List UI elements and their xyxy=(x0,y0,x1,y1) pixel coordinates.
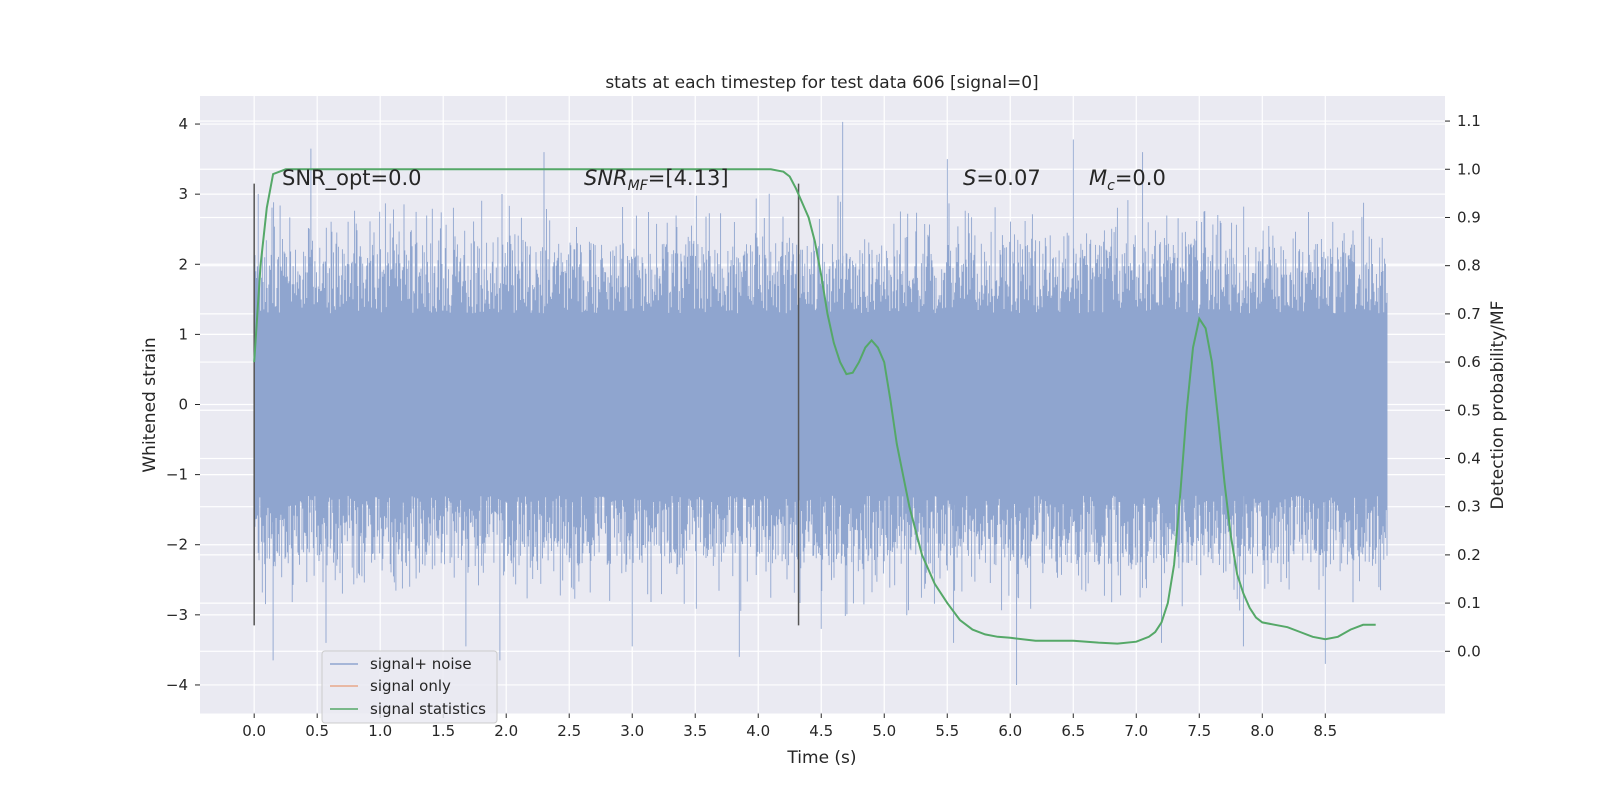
axes: 0.0 0.5 1.0 1.5 2.0 2.5 3.0 3.5 4.0 4.5 5.0 5.5 6.0 6… xyxy=(166,112,1481,740)
x-tick-label: 8.5 xyxy=(1313,722,1337,740)
annotation-s: S=0.07 xyxy=(963,166,1041,190)
legend: signal+ noise signal only signal statist… xyxy=(321,650,498,724)
x-tick-label: 1.5 xyxy=(431,722,455,740)
annotation-snr-mf-subscript: MF xyxy=(628,178,649,194)
annotation-snr-mf: SNRMF=[4.13] xyxy=(584,166,729,194)
y2-tick-label: 0.8 xyxy=(1457,257,1481,275)
signal-noise-series xyxy=(253,121,1388,685)
legend-box xyxy=(321,650,498,724)
y-tick-label: −4 xyxy=(166,676,188,694)
y2-tick-label: 0.6 xyxy=(1457,353,1481,371)
annotation-s-value: =0.07 xyxy=(976,166,1040,190)
y2-tick-label: 0.1 xyxy=(1457,594,1481,612)
x-tick-label: 0.5 xyxy=(305,722,329,740)
x-tick-label: 6.5 xyxy=(1061,722,1085,740)
legend-label-signal-noise: signal+ noise xyxy=(370,655,472,673)
data-layer xyxy=(253,121,1388,685)
annotation-s-symbol: S xyxy=(963,166,976,190)
y-tick-label: −3 xyxy=(166,606,188,624)
legend-label-signal-only: signal only xyxy=(370,677,451,695)
y2-axis-label: Detection probability/MF xyxy=(1488,301,1508,510)
y-tick-label: −1 xyxy=(166,466,188,484)
x-tick-label: 7.0 xyxy=(1124,722,1148,740)
y-tick-label: 1 xyxy=(178,325,188,343)
y2-tick-label: 0.4 xyxy=(1457,449,1481,467)
chart-title: stats at each timestep for test data 606… xyxy=(605,73,1038,93)
y-tick-label: 2 xyxy=(178,255,188,273)
legend-label-signal-statistics: signal statistics xyxy=(370,700,486,718)
x-axis-label: Time (s) xyxy=(786,748,856,768)
y2-tick-label: 0.0 xyxy=(1457,642,1481,660)
y2-tick-label: 0.2 xyxy=(1457,546,1481,564)
y2-tick-label: 1.0 xyxy=(1457,160,1481,178)
y2-tick-label: 0.3 xyxy=(1457,498,1481,516)
signal-statistics-line xyxy=(253,168,1376,645)
x-tick-label: 3.0 xyxy=(620,722,644,740)
x-tick-label: 2.5 xyxy=(557,722,581,740)
annotation-mc-value: =0.0 xyxy=(1115,166,1166,190)
annotation-mc-subscript: c xyxy=(1107,178,1115,194)
x-tick-label: 3.5 xyxy=(683,722,707,740)
y2-tick-label: 0.7 xyxy=(1457,305,1481,323)
x-tick-label: 5.0 xyxy=(872,722,896,740)
x-tick-label: 4.5 xyxy=(809,722,833,740)
x-tick-label: 0.0 xyxy=(242,722,266,740)
y2-tick-label: 0.9 xyxy=(1457,208,1481,226)
annotation-snr-mf-value: =[4.13] xyxy=(648,166,729,190)
x-tick-label: 7.5 xyxy=(1187,722,1211,740)
x-tick-label: 5.5 xyxy=(935,722,959,740)
y-tick-label: 4 xyxy=(178,115,188,133)
annotation-mc-symbol: M xyxy=(1089,166,1107,190)
y2-tick-label: 0.5 xyxy=(1457,401,1481,419)
x-tick-label: 8.0 xyxy=(1250,722,1274,740)
y2-tick-label: 1.1 xyxy=(1457,112,1481,130)
x-tick-label: 4.0 xyxy=(746,722,770,740)
x-tick-label: 1.0 xyxy=(368,722,392,740)
annotation-snr-opt: SNR_opt=0.0 xyxy=(282,166,422,191)
x-tick-label: 2.0 xyxy=(494,722,518,740)
y-tick-label: −2 xyxy=(166,536,188,554)
annotation-mc: Mc=0.0 xyxy=(1089,166,1166,194)
y-axis-label: Whitened strain xyxy=(140,337,160,472)
y-tick-label: 0 xyxy=(178,396,188,414)
annotation-snr-mf-symbol: SNR xyxy=(584,166,628,190)
x-tick-label: 6.0 xyxy=(998,722,1022,740)
y-tick-label: 3 xyxy=(178,185,188,203)
